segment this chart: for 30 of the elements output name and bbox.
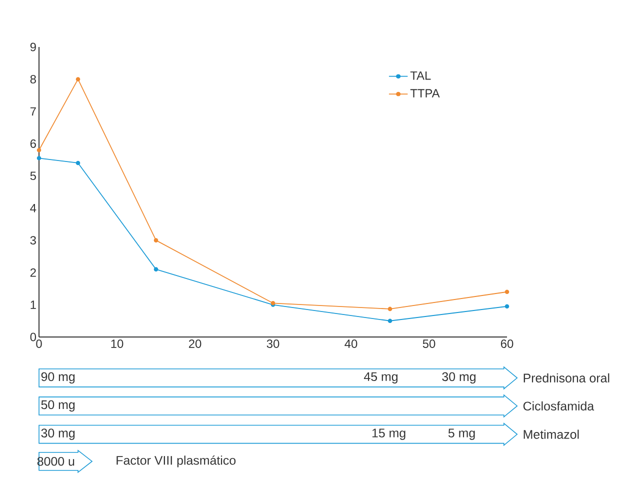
y-tick-label: 8 [30, 74, 36, 84]
x-tick-label: 30 [266, 340, 280, 348]
y-tick-label: 3 [30, 236, 36, 245]
y-tick-label: 0 [30, 332, 36, 342]
x-tick-label: 0 [36, 340, 42, 348]
y-tick-label: 9 [30, 42, 36, 52]
text: 90 mg [41, 372, 75, 384]
x-tick-label: 40 [344, 340, 358, 348]
y-tick-label: 4 [30, 204, 36, 212]
text: Metimazol [524, 430, 579, 439]
x-tick-label: 50 [422, 340, 436, 348]
text: Ciclosfamida [523, 401, 594, 411]
text: 30 mg [442, 372, 476, 384]
legend-label: TTPA [410, 89, 440, 98]
x-tick-label: 10 [111, 340, 124, 348]
legend-label: TAL [410, 71, 431, 80]
text: Factor VIII plasmático [116, 455, 236, 468]
text: 50 mg [41, 400, 75, 412]
y-tick-label: 1 [30, 300, 36, 309]
y-tick-label: 2 [30, 268, 36, 277]
x-tick-label: 60 [500, 340, 514, 348]
text: 5 mg [448, 428, 475, 440]
text: 15 mg [372, 428, 406, 440]
y-tick-label: 5 [30, 172, 36, 180]
text: Prednisona oral [524, 373, 610, 382]
text: 30 mg [41, 428, 75, 440]
y-tick-label: 7 [30, 107, 36, 116]
x-tick-label: 20 [188, 340, 202, 348]
text: 45 mg [364, 372, 398, 384]
y-tick-label: 6 [30, 139, 36, 148]
